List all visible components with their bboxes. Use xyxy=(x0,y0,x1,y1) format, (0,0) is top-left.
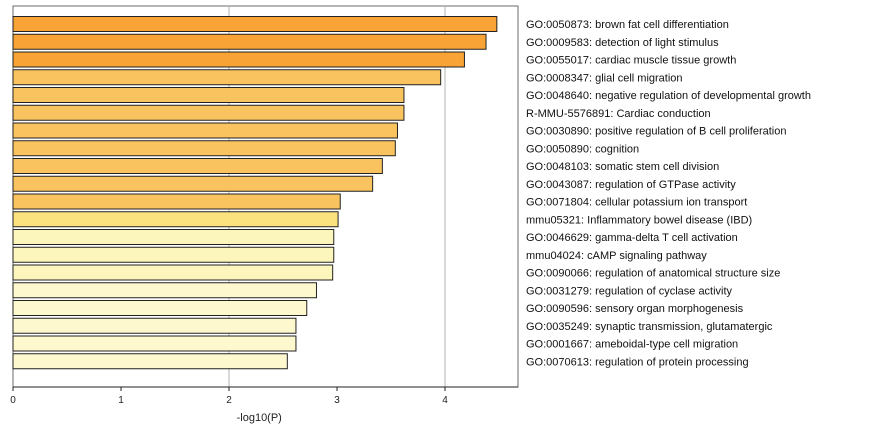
bar xyxy=(12,122,398,139)
bar xyxy=(12,175,374,192)
bar xyxy=(12,193,341,210)
x-axis-title: -log10(P) xyxy=(237,412,282,424)
bar xyxy=(12,140,396,157)
category-label: GO:0090066: regulation of anatomical str… xyxy=(526,268,780,280)
bar xyxy=(12,211,339,228)
category-label: GO:0009583: detection of light stimulus xyxy=(526,37,719,49)
category-label: GO:0055017: cardiac muscle tissue growth xyxy=(526,55,736,67)
bar xyxy=(12,51,465,68)
x-tick-label: 2 xyxy=(226,395,232,406)
x-tick-label: 0 xyxy=(10,395,16,406)
bar xyxy=(12,335,297,352)
category-label: GO:0090596: sensory organ morphogenesis xyxy=(526,303,744,315)
bar xyxy=(12,104,405,121)
bar xyxy=(12,229,335,245)
category-label: GO:0050873: brown fat cell differentiati… xyxy=(526,19,729,31)
category-label: GO:0031279: regulation of cyclase activi… xyxy=(526,285,733,297)
bar xyxy=(12,16,498,32)
bar xyxy=(12,317,297,334)
category-label: GO:0070613: regulation of protein proces… xyxy=(526,356,749,368)
bar xyxy=(12,33,487,50)
bar xyxy=(12,353,288,370)
category-label: GO:0030890: positive regulation of B cel… xyxy=(526,126,787,138)
category-label: GO:0046629: gamma-delta T cell activatio… xyxy=(526,232,738,244)
category-label: GO:0043087: regulation of GTPase activit… xyxy=(526,179,736,191)
category-label: GO:0048103: somatic stem cell division xyxy=(526,161,719,173)
category-label: GO:0001667: ameboidal-type cell migratio… xyxy=(526,339,738,351)
x-tick-label: 1 xyxy=(118,395,124,406)
category-label: mmu04024: cAMP signaling pathway xyxy=(526,250,707,262)
category-label: GO:0035249: synaptic transmission, gluta… xyxy=(526,321,773,333)
bar xyxy=(12,282,317,299)
category-label: R-MMU-5576891: Cardiac conduction xyxy=(526,108,711,120)
bar xyxy=(12,300,308,316)
x-tick-label: 3 xyxy=(334,395,340,406)
bar xyxy=(12,264,334,281)
category-label: GO:0008347: glial cell migration xyxy=(526,72,683,84)
category-label: GO:0048640: negative regulation of devel… xyxy=(526,90,811,102)
x-tick-label: 4 xyxy=(442,395,448,406)
bar xyxy=(12,87,405,103)
category-label: GO:0050890: cognition xyxy=(526,143,639,155)
bar xyxy=(12,246,335,263)
category-label: mmu05321: Inflammatory bowel disease (IB… xyxy=(526,214,752,226)
category-label: GO:0071804: cellular potassium ion trans… xyxy=(526,197,747,209)
bar xyxy=(12,158,383,174)
bar xyxy=(12,69,442,86)
